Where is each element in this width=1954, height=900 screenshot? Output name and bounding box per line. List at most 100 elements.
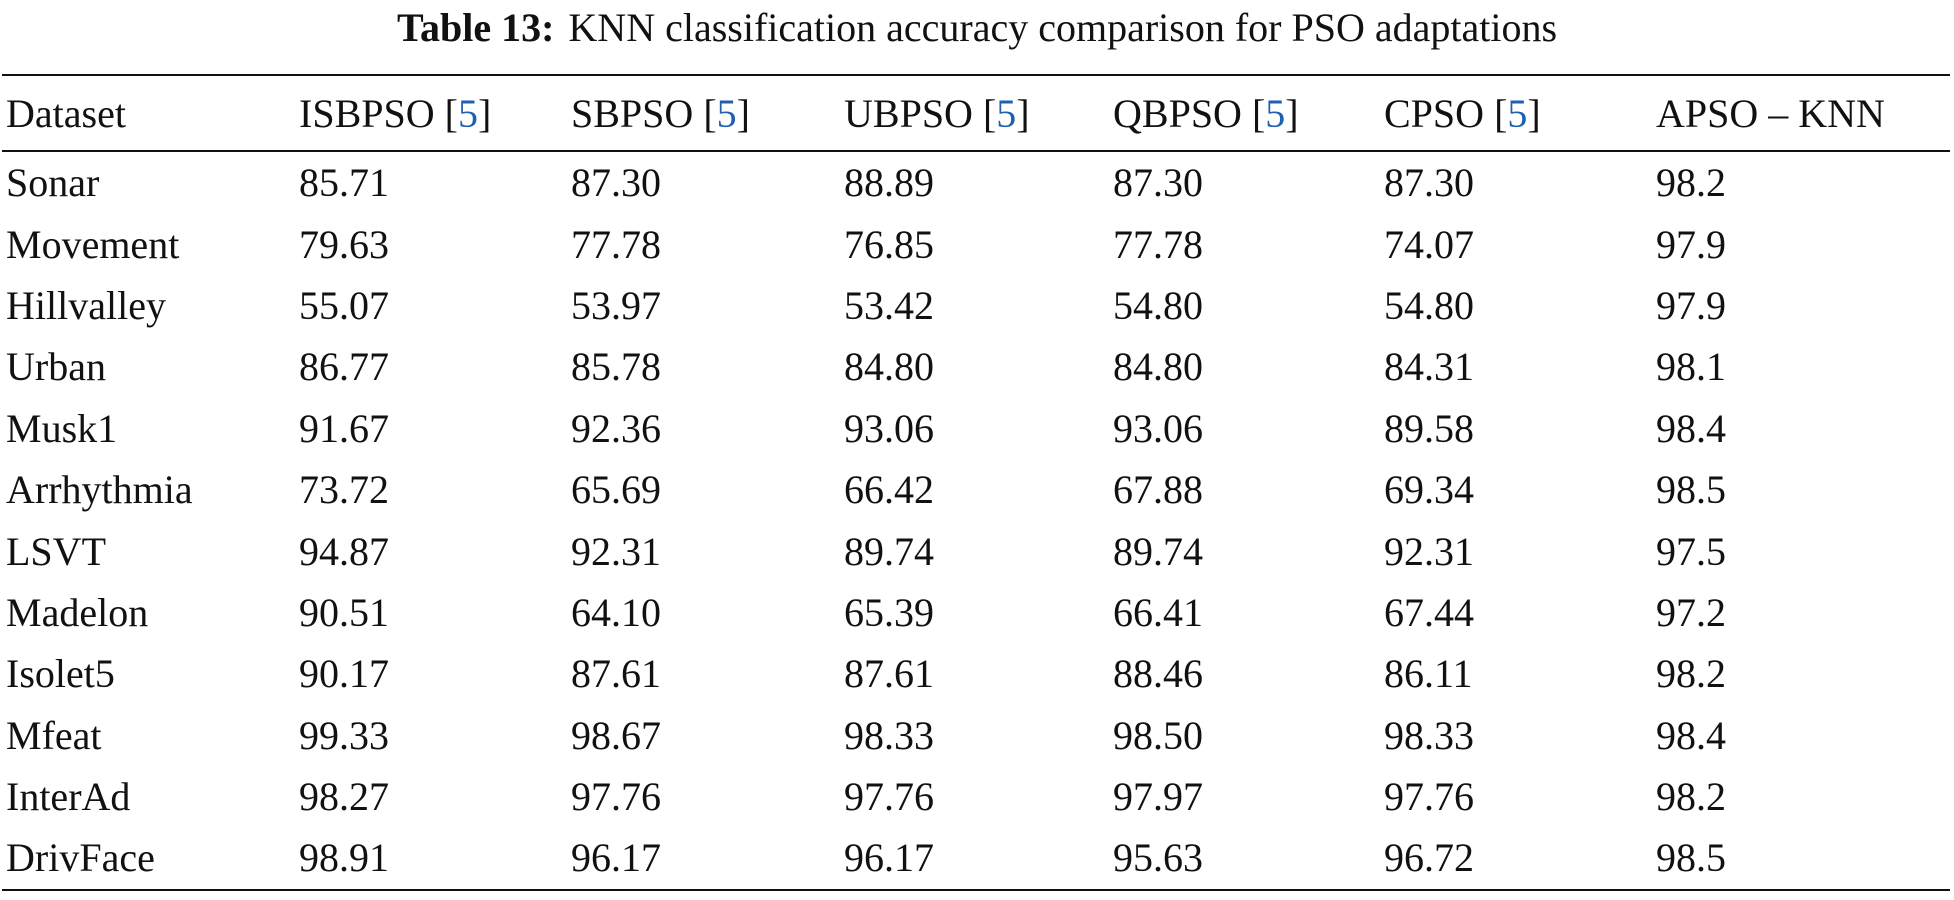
header-name: Dataset [6, 90, 126, 136]
accuracy-cell: 96.17 [844, 835, 934, 881]
dataset-cell: Sonar [6, 160, 100, 206]
dataset-cell: Isolet5 [6, 651, 115, 697]
accuracy-cell: 98.5 [1656, 467, 1726, 513]
accuracy-cell: 84.80 [844, 344, 934, 390]
accuracy-cell: 89.74 [844, 528, 934, 574]
accuracy-cell: 98.2 [1656, 160, 1726, 206]
ref-close: ] [1527, 90, 1541, 136]
accuracy-cell: 54.80 [1384, 282, 1474, 328]
accuracy-cell: 97.97 [1113, 774, 1203, 820]
accuracy-cell: 92.36 [571, 405, 661, 451]
table-row: Mfeat 99.33 98.67 98.33 98.50 98.33 98.4 [2, 705, 1950, 766]
accuracy-cell: 98.5 [1656, 835, 1726, 881]
ref-number: 5 [457, 90, 478, 136]
accuracy-cell: 99.33 [299, 712, 389, 758]
accuracy-cell: 97.76 [1384, 774, 1474, 820]
accuracy-cell: 65.39 [844, 589, 934, 635]
accuracy-cell: 89.74 [1113, 528, 1203, 574]
accuracy-cell: 87.30 [1384, 160, 1474, 206]
table-row: Sonar 85.71 87.30 88.89 87.30 87.30 98.2 [2, 151, 1950, 213]
dataset-cell: LSVT [6, 528, 106, 574]
accuracy-cell: 93.06 [844, 405, 934, 451]
accuracy-cell: 84.31 [1384, 344, 1474, 390]
caption-label: Table 13: [396, 5, 555, 50]
accuracy-cell: 87.61 [571, 651, 661, 697]
table-row: DrivFace 98.91 96.17 96.17 95.63 96.72 98.5 [2, 827, 1950, 890]
header-name: SBPSO [571, 90, 694, 136]
ref-close: ] [736, 90, 750, 136]
accuracy-cell: 97.9 [1656, 282, 1726, 328]
accuracy-cell: 97.2 [1656, 589, 1726, 635]
ref-close: ] [477, 90, 492, 136]
accuracy-cell: 87.30 [571, 160, 661, 206]
accuracy-cell: 85.71 [299, 160, 389, 206]
ref-close: ] [1016, 90, 1030, 136]
ref-open: [ [1251, 90, 1266, 136]
accuracy-cell: 96.17 [571, 835, 661, 881]
dataset-cell: DrivFace [6, 835, 155, 881]
accuracy-cell: 87.61 [844, 651, 934, 697]
accuracy-cell: 77.78 [1113, 221, 1203, 267]
table-caption: Table 13: KNN classification accuracy com… [0, 4, 1954, 52]
table: Dataset ISBPSO [5] SBPSO [5] UBPSO [5] QBPSO [5]… [2, 74, 1950, 891]
accuracy-cell: 98.2 [1656, 774, 1726, 820]
accuracy-cell: 97.76 [571, 774, 661, 820]
accuracy-cell: 98.27 [299, 774, 389, 820]
accuracy-cell: 90.17 [299, 651, 389, 697]
accuracy-cell: 88.89 [844, 160, 934, 206]
accuracy-cell: 98.91 [299, 835, 389, 881]
accuracy-cell: 90.51 [299, 589, 389, 635]
accuracy-cell: 73.72 [299, 467, 389, 513]
ref-open: [ [444, 90, 458, 136]
column-header: Dataset [2, 75, 295, 151]
column-header: CPSO [5] [1380, 75, 1652, 151]
accuracy-cell: 98.33 [844, 712, 934, 758]
accuracy-cell: 98.4 [1656, 405, 1726, 451]
table-row: Arrhythmia 73.72 65.69 66.42 67.88 69.34 98.5 [2, 459, 1950, 520]
accuracy-cell: 55.07 [299, 282, 389, 328]
accuracy-cell: 95.63 [1113, 835, 1203, 881]
header-name: QBPSO [1113, 90, 1242, 136]
ref-number: 5 [716, 90, 737, 136]
accuracy-cell: 96.72 [1384, 835, 1474, 881]
table-row: Isolet5 90.17 87.61 87.61 88.46 86.11 98.2 [2, 643, 1950, 704]
ref-number: 5 [996, 90, 1017, 136]
column-header: APSO – KNN [1652, 75, 1950, 151]
column-header: UBPSO [5] [840, 75, 1109, 151]
accuracy-cell: 54.80 [1113, 282, 1203, 328]
accuracy-cell: 67.44 [1384, 589, 1474, 635]
table-row: LSVT 94.87 92.31 89.74 89.74 92.31 97.5 [2, 520, 1950, 581]
ref-number: 5 [1265, 90, 1286, 136]
accuracy-cell: 89.58 [1384, 405, 1474, 451]
table-body: Sonar 85.71 87.30 88.89 87.30 87.30 98.2 Moveme… [2, 151, 1950, 890]
accuracy-cell: 69.34 [1384, 467, 1474, 513]
dataset-cell: Arrhythmia [6, 467, 193, 513]
accuracy-cell: 97.9 [1656, 221, 1726, 267]
accuracy-cell: 74.07 [1384, 221, 1474, 267]
accuracy-cell: 76.85 [844, 221, 934, 267]
dataset-cell: Hillvalley [6, 282, 166, 328]
caption-text: KNN classification accuracy comparison f… [568, 5, 1558, 50]
accuracy-cell: 98.50 [1113, 712, 1203, 758]
accuracy-cell: 86.77 [299, 344, 389, 390]
accuracy-cell: 66.41 [1113, 589, 1203, 635]
accuracy-cell: 98.4 [1656, 712, 1726, 758]
ref-open: [ [982, 90, 997, 136]
column-header: SBPSO [5] [567, 75, 840, 151]
column-header: ISBPSO [5] [295, 75, 567, 151]
accuracy-cell: 53.97 [571, 282, 661, 328]
header-name: APSO – KNN [1656, 90, 1885, 136]
dataset-cell: InterAd [6, 774, 131, 820]
header-name: UBPSO [844, 90, 973, 136]
dataset-cell: Mfeat [6, 712, 102, 758]
column-header: QBPSO [5] [1109, 75, 1380, 151]
accuracy-cell: 92.31 [1384, 528, 1474, 574]
header-name: ISBPSO [299, 90, 435, 136]
accuracy-cell: 67.88 [1113, 467, 1203, 513]
table-row: Musk1 91.67 92.36 93.06 93.06 89.58 98.4 [2, 398, 1950, 459]
header-row: Dataset ISBPSO [5] SBPSO [5] UBPSO [5] QBPSO [5]… [2, 75, 1950, 151]
ref-open: [ [1494, 90, 1508, 136]
accuracy-cell: 97.5 [1656, 528, 1726, 574]
accuracy-cell: 88.46 [1113, 651, 1203, 697]
